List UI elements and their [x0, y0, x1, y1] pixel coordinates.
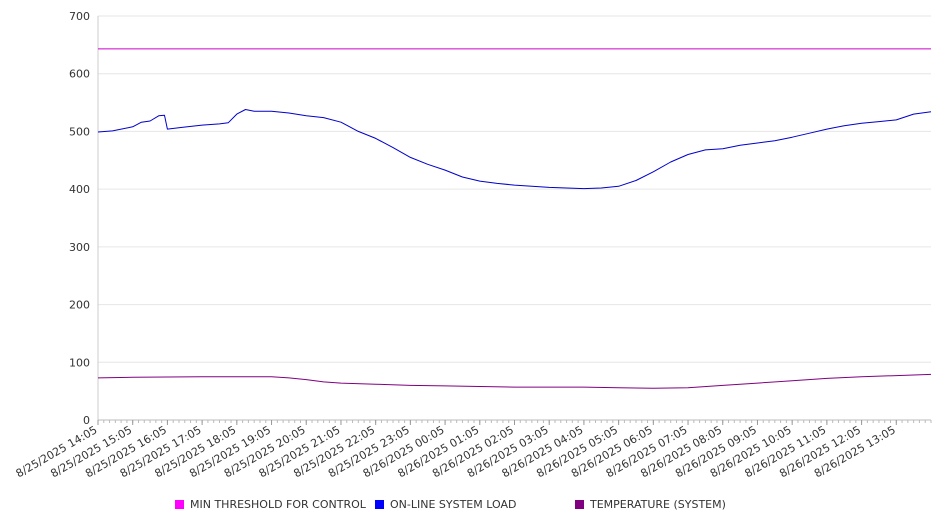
- y-tick-label: 100: [69, 356, 90, 369]
- axes: [97, 16, 932, 425]
- legend-item-temperature: TEMPERATURE (SYSTEM): [575, 498, 726, 511]
- legend-label-threshold: MIN THRESHOLD FOR CONTROL: [190, 498, 366, 511]
- y-tick-label: 500: [69, 125, 90, 138]
- y-tick-label: 600: [69, 68, 90, 81]
- legend-item-load: ON-LINE SYSTEM LOAD: [375, 498, 516, 511]
- legend-swatch-load: [375, 500, 384, 509]
- y-tick-label: 300: [69, 241, 90, 254]
- legend-label-load: ON-LINE SYSTEM LOAD: [390, 498, 517, 511]
- y-tick-label: 0: [83, 414, 90, 427]
- legend-item-threshold: MIN THRESHOLD FOR CONTROL: [175, 498, 366, 511]
- series-lines: [97, 48, 932, 389]
- chart-legend: MIN THRESHOLD FOR CONTROL ON-LINE SYSTEM…: [0, 498, 946, 514]
- series-line-temperature: [97, 373, 932, 389]
- legend-label-temperature: TEMPERATURE (SYSTEM): [590, 498, 726, 511]
- y-tick-label: 700: [69, 10, 90, 23]
- y-tick-label: 400: [69, 183, 90, 196]
- legend-swatch-threshold: [175, 500, 184, 509]
- gridlines: [98, 15, 931, 363]
- series-line-load: [97, 109, 932, 190]
- x-axis-ticks: 8/25/2025 14:058/25/2025 15:058/25/2025 …: [14, 423, 898, 480]
- y-tick-label: 200: [69, 299, 90, 312]
- y-axis-ticks: 0 100 200 300 400 500 600 700: [69, 10, 90, 427]
- legend-swatch-temperature: [575, 500, 584, 509]
